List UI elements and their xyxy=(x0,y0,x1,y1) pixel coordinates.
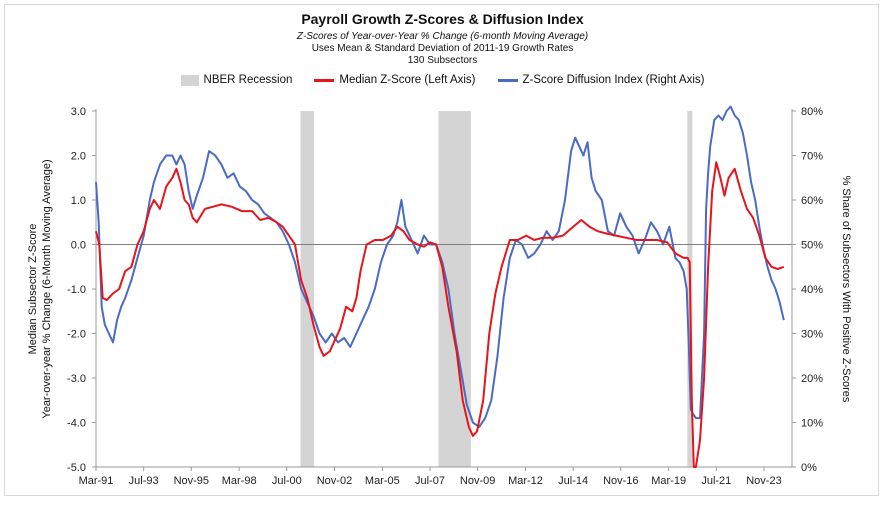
legend-label-recession: NBER Recession xyxy=(203,74,293,86)
x-tick-label: Nov-02 xyxy=(317,475,352,487)
right-tick-label: 20% xyxy=(801,373,823,385)
left-tick-label: -3.0 xyxy=(67,373,86,385)
legend-label-diffusion: Z-Score Diffusion Index (Right Axis) xyxy=(522,74,705,86)
right-tick-label: 10% xyxy=(801,418,823,430)
legend-item-recession: NBER Recession xyxy=(180,74,293,86)
x-tick-label: Jul-07 xyxy=(415,475,445,487)
chart-subtitle-2: Uses Mean & Standard Deviation of 2011-1… xyxy=(311,43,574,54)
right-tick-label: 50% xyxy=(801,240,823,252)
legend-swatch-diffusion xyxy=(497,78,518,82)
x-tick-label: Mar-98 xyxy=(222,475,257,487)
legend-swatch-median xyxy=(314,78,335,82)
right-tick-label: 30% xyxy=(801,329,823,341)
x-tick-label: Mar-05 xyxy=(365,475,400,487)
x-tick-label: Jul-93 xyxy=(129,475,159,487)
right-tick-label: 80% xyxy=(801,106,823,118)
legend-label-median: Median Z-Score (Left Axis) xyxy=(339,74,476,86)
left-tick-label: 1.0 xyxy=(71,195,86,207)
legend-item-diffusion: Z-Score Diffusion Index (Right Axis) xyxy=(497,74,705,86)
axis-ticks: 3.0 2.0 1.0 0.0 -1.0 -2.0 -3.0 -4.0 -5.0 80% 70% 60… xyxy=(67,106,823,487)
series-line-median-z-score xyxy=(95,161,785,468)
series-line-diffusion-index xyxy=(95,105,785,428)
left-tick-label: 3.0 xyxy=(71,106,86,118)
x-tick-label: Nov-95 xyxy=(174,475,209,487)
left-tick-label: -5.0 xyxy=(67,462,86,474)
y-axis-label-left-line1: Median Subsector Z-Score xyxy=(27,224,39,355)
left-tick-label: 0.0 xyxy=(71,240,86,252)
x-tick-label: Nov-23 xyxy=(746,475,781,487)
chart-subtitle: Z-Scores of Year-over-Year % Change (6-m… xyxy=(296,31,589,42)
x-tick-label: Nov-09 xyxy=(460,475,495,487)
y-axis-label-left-line2: Year-over-year % Change (6-Month Moving … xyxy=(41,159,53,418)
left-tick-label: -1.0 xyxy=(67,284,86,296)
legend-swatch-recession xyxy=(180,74,199,86)
x-tick-label: Mar-19 xyxy=(651,475,686,487)
recession-band-1 xyxy=(300,111,315,467)
y-axis-label-right: % Share of Subsectors With Positive Z-Sc… xyxy=(840,176,852,403)
x-tick-label: Jul-14 xyxy=(558,475,588,487)
left-tick-label: -4.0 xyxy=(67,418,86,430)
x-tick-label: Mar-91 xyxy=(79,475,114,487)
chart-title: Payroll Growth Z-Scores & Diffusion Inde… xyxy=(301,11,584,27)
right-tick-label: 40% xyxy=(801,284,823,296)
x-tick-label: Nov-16 xyxy=(603,475,638,487)
x-tick-label: Jul-00 xyxy=(272,475,302,487)
legend: NBER Recession Median Z-Score (Left Axis… xyxy=(0,74,885,86)
right-tick-label: 60% xyxy=(801,195,823,207)
left-tick-label: -2.0 xyxy=(67,329,86,341)
legend-item-median: Median Z-Score (Left Axis) xyxy=(314,74,476,86)
chart-subtitle-3: 130 Subsectors xyxy=(407,55,478,66)
right-tick-label: 0% xyxy=(801,462,817,474)
x-tick-label: Jul-21 xyxy=(701,475,731,487)
left-tick-label: 2.0 xyxy=(71,151,86,163)
recession-band-2 xyxy=(438,111,471,467)
x-tick-label: Mar-12 xyxy=(508,475,543,487)
right-tick-label: 70% xyxy=(801,151,823,163)
